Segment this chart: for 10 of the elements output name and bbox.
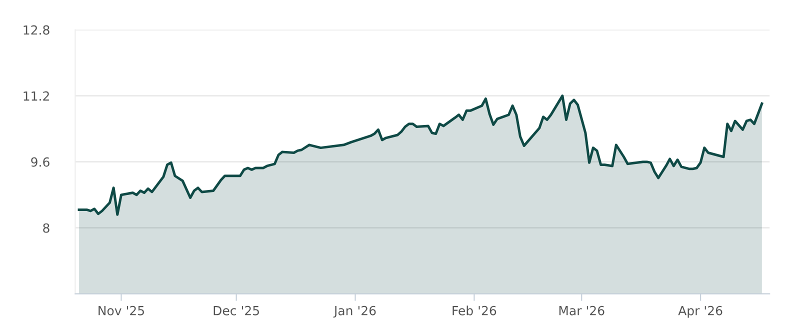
- x-tick-label: Mar '26: [559, 306, 604, 316]
- x-tick-label: Feb '26: [452, 306, 496, 316]
- y-tick-label: 8: [43, 223, 50, 233]
- x-tick-label: Apr '26: [678, 306, 722, 318]
- x-tick-label: Jan '26: [333, 306, 376, 318]
- y-tick-label: 12.8: [24, 25, 50, 35]
- y-tick-label: 9.6: [31, 157, 50, 167]
- x-tick-label: Nov '25: [98, 306, 144, 316]
- y-tick-label: 11.2: [24, 91, 49, 101]
- x-tick-label: Dec '25: [214, 306, 259, 316]
